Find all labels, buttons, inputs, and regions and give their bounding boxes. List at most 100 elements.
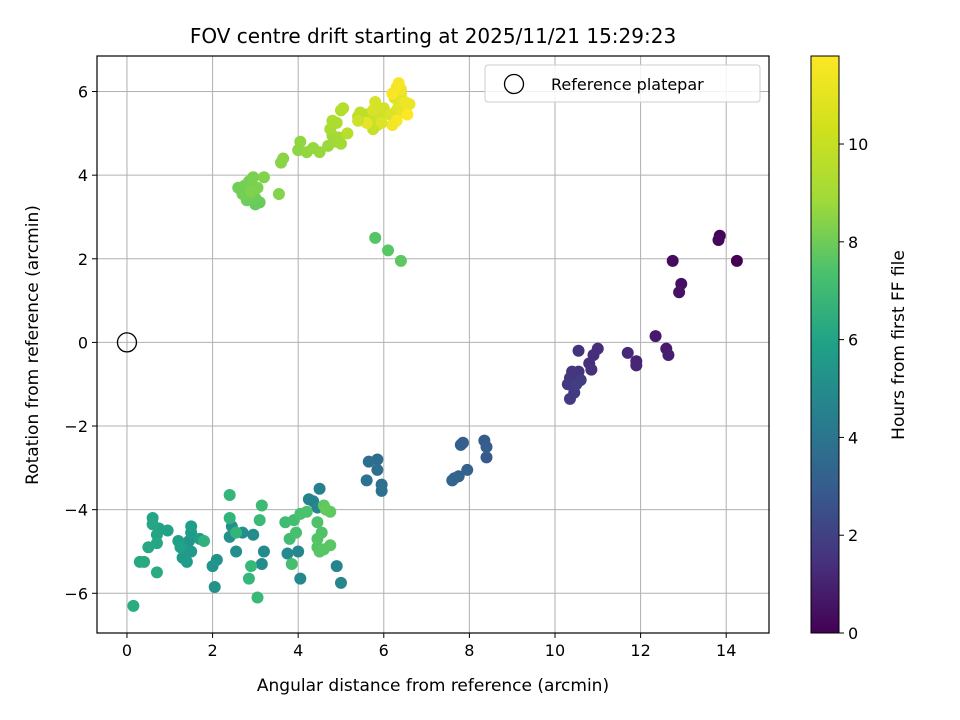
data-point — [570, 378, 583, 391]
colorbar-tick-label: 4 — [848, 428, 858, 447]
legend-box — [484, 64, 761, 103]
y-tick-label: −4 — [64, 501, 88, 520]
data-point — [300, 505, 313, 518]
data-point — [673, 286, 686, 299]
data-point — [367, 104, 380, 117]
data-point — [382, 244, 395, 257]
data-point — [386, 87, 399, 100]
y-tick-label: 6 — [78, 83, 88, 102]
data-point — [294, 135, 307, 148]
data-point — [146, 518, 159, 531]
data-point — [230, 545, 243, 558]
colorbar-tick-label: 10 — [848, 135, 868, 154]
legend-marker-icon — [503, 73, 525, 95]
x-tick-label: 14 — [716, 641, 736, 660]
data-point — [150, 566, 163, 579]
x-tick-label: 4 — [293, 641, 303, 660]
data-point — [666, 254, 679, 267]
data-point — [330, 116, 343, 129]
colorbar-tick-label: 2 — [848, 526, 858, 545]
x-tick-label: 10 — [545, 641, 565, 660]
data-point — [313, 482, 326, 495]
data-point — [375, 484, 388, 497]
data-point — [255, 499, 268, 512]
data-point — [371, 463, 384, 476]
data-point — [285, 558, 298, 571]
data-point — [255, 558, 268, 571]
plot-frame — [96, 55, 770, 634]
data-point — [223, 512, 236, 525]
y-tick-label: −2 — [64, 417, 88, 436]
data-point — [334, 576, 347, 589]
chart-title: FOV centre drift starting at 2025/11/21 … — [190, 24, 676, 48]
data-point — [311, 532, 324, 545]
data-point — [386, 118, 399, 131]
colorbar-tick-label: 0 — [848, 624, 858, 643]
data-point — [185, 520, 198, 533]
data-point — [290, 526, 303, 539]
legend-entry-label: Reference platepar — [551, 75, 704, 94]
legend: Reference platepar — [484, 64, 761, 103]
data-point — [341, 127, 354, 140]
x-tick-label: 0 — [122, 641, 132, 660]
y-tick-label: 4 — [78, 166, 88, 185]
data-point — [630, 359, 643, 372]
data-point — [330, 560, 343, 573]
data-point — [480, 451, 493, 464]
x-tick-label: 8 — [464, 641, 474, 660]
reference-point-marker — [116, 332, 138, 353]
data-point — [362, 455, 375, 468]
x-axis-label: Angular distance from reference (arcmin) — [257, 676, 609, 696]
data-point — [585, 363, 598, 376]
reference-point-group — [116, 332, 138, 353]
data-point — [480, 440, 493, 453]
y-axis-ticks: −6 −4 −2 0 2 4 6 — [64, 83, 97, 603]
colorbar — [810, 55, 840, 634]
data-point — [185, 545, 198, 558]
x-tick-label: 6 — [379, 641, 389, 660]
data-point — [712, 233, 725, 246]
data-point — [352, 114, 365, 127]
colorbar-tick-label: 8 — [848, 233, 858, 252]
data-point — [138, 555, 151, 568]
data-point — [174, 541, 187, 554]
data-point — [572, 344, 585, 357]
data-point — [251, 591, 264, 604]
y-tick-label: −6 — [64, 584, 88, 603]
data-point — [277, 152, 290, 165]
colorbar-ticks: 0 2 4 6 8 10 — [839, 135, 868, 643]
data-point — [208, 581, 221, 594]
data-point — [730, 254, 743, 267]
data-point — [142, 541, 155, 554]
y-tick-label: 2 — [78, 250, 88, 269]
data-point — [206, 560, 219, 573]
data-point — [257, 171, 270, 184]
data-point — [375, 116, 388, 129]
data-point — [198, 535, 211, 548]
data-point — [223, 489, 236, 502]
data-point — [281, 547, 294, 560]
y-tick-label: 0 — [78, 333, 88, 352]
data-point — [461, 463, 474, 476]
colorbar-label: Hours from first FF file — [889, 250, 909, 440]
data-point — [127, 599, 140, 612]
data-point — [561, 378, 574, 391]
x-axis-ticks: 0 2 4 6 8 10 12 14 — [122, 633, 736, 660]
data-point — [247, 528, 260, 541]
data-point — [180, 555, 193, 568]
colorbar-tick-label: 6 — [848, 331, 858, 350]
data-point — [337, 102, 350, 115]
data-point — [662, 348, 675, 361]
x-tick-label: 2 — [207, 641, 217, 660]
data-point — [245, 560, 258, 573]
y-axis-label: Rotation from reference (arcmin) — [23, 205, 43, 485]
x-tick-label: 12 — [630, 641, 650, 660]
data-point — [392, 77, 405, 90]
data-point — [253, 514, 266, 527]
data-point — [272, 187, 285, 200]
data-point — [230, 526, 243, 539]
data-point — [446, 474, 459, 487]
data-point — [563, 392, 576, 405]
